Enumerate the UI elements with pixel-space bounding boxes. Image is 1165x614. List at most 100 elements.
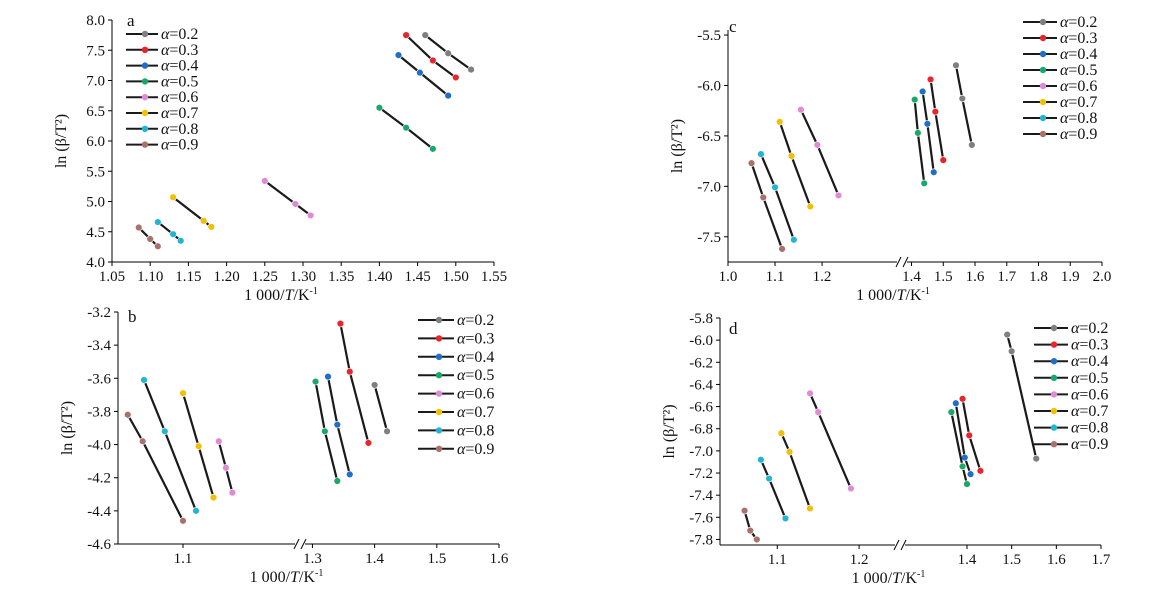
legend-label: α=0.2 (457, 312, 494, 329)
axis-break-mark (895, 256, 902, 268)
legend: α=0.2α=0.3α=0.4α=0.5α=0.6α=0.7α=0.8α=0.9 (1023, 14, 1097, 143)
data-point (135, 223, 143, 232)
legend-label: α=0.6 (161, 89, 198, 106)
axis-break-gap (895, 540, 905, 550)
series-line (929, 79, 945, 161)
legend-marker (435, 335, 443, 342)
series-0.8 (140, 376, 200, 515)
legend-marker (435, 445, 443, 452)
data-point (958, 94, 967, 103)
y-axis-title: ln (β/T²) (53, 114, 70, 168)
series-0.3 (958, 395, 985, 475)
data-point (965, 431, 973, 440)
legend-label: α=0.8 (1071, 420, 1108, 437)
data-point (444, 49, 452, 57)
panel-c: 1.0 1.1 1.2 1.4 1.5 1.6 1.7 1.8 1.9 2.0 -7.5 -7.0 -6… (669, 14, 1111, 304)
y-axis-title: ln (β/T²) (661, 404, 678, 458)
series-0.3 (402, 31, 460, 82)
y-tick-label: -7.0 (697, 179, 721, 195)
data-point (740, 506, 749, 515)
legend-label: α=0.3 (1060, 30, 1097, 47)
panel-label: c (729, 17, 737, 36)
data-point (790, 236, 798, 244)
series-0.5 (375, 104, 437, 153)
data-point (813, 141, 822, 149)
legend-marker (1050, 324, 1058, 332)
legend-label: α=0.7 (1071, 403, 1108, 420)
data-point (311, 377, 320, 386)
data-point (306, 211, 315, 220)
data-point (746, 526, 754, 535)
x-tick-label: 1.05 (99, 269, 125, 285)
data-point (753, 535, 761, 544)
legend-marker (435, 316, 443, 324)
legend-marker (1050, 407, 1058, 415)
data-point (452, 73, 460, 82)
x-tick-label: 1.30 (290, 269, 316, 285)
legend-marker (141, 30, 149, 38)
series-0.5 (311, 377, 342, 485)
y-tick-label: 4.5 (86, 225, 105, 241)
legend-marker (1039, 114, 1047, 122)
y-tick-label: -7.2 (689, 466, 713, 482)
data-point (958, 395, 967, 403)
data-point (161, 427, 169, 436)
series-line (142, 379, 198, 512)
series-0.3 (926, 75, 947, 164)
series-0.9 (740, 506, 761, 544)
panel-label: b (128, 307, 137, 326)
series-line (750, 162, 784, 250)
y-tick-label: -4.4 (87, 504, 111, 520)
legend-label: α=0.5 (1060, 62, 1097, 79)
y-tick-label: 7.0 (86, 74, 105, 90)
series-0.3 (336, 319, 373, 447)
legend-marker (1050, 358, 1058, 365)
y-tick-label: -7.5 (697, 230, 721, 246)
x-tick-label: 1.9 (1061, 269, 1080, 285)
series-0.4 (324, 372, 354, 479)
x-tick-label: 1.1 (768, 552, 787, 568)
legend-marker (1050, 374, 1058, 381)
series-line (759, 459, 787, 519)
data-point (261, 177, 269, 185)
x-tick-label: 1.4 (958, 552, 977, 568)
series-0.2 (370, 381, 391, 436)
data-point (806, 504, 814, 513)
series-line (808, 392, 852, 489)
data-point (467, 65, 475, 74)
data-point (777, 429, 786, 437)
axis-break-mark (300, 538, 307, 550)
data-point (346, 367, 354, 376)
legend-label: α=0.7 (457, 404, 494, 421)
y-tick-label: -6.0 (689, 333, 713, 349)
data-point (179, 389, 187, 397)
legend: α=0.2α=0.3α=0.4α=0.5α=0.6α=0.7α=0.8α=0.9 (418, 312, 494, 458)
x-tick-label: 1.5 (427, 551, 446, 567)
data-point (429, 145, 437, 153)
legend-label: α=0.8 (161, 121, 198, 138)
x-tick-label: 1.1 (766, 269, 785, 285)
series-line (799, 109, 840, 196)
data-point (947, 408, 956, 416)
data-point (324, 372, 332, 381)
legend-marker (1039, 18, 1047, 26)
legend: α=0.2α=0.3α=0.4α=0.5α=0.6α=0.7α=0.8α=0.9 (1034, 320, 1108, 453)
x-tick-label: 1.2 (850, 552, 869, 568)
data-point (976, 467, 985, 475)
data-point (914, 129, 922, 137)
axis-break-mark (902, 256, 909, 268)
axis-break-mark (900, 539, 907, 551)
data-point (192, 507, 200, 515)
data-point (402, 123, 410, 132)
data-point (124, 411, 132, 419)
x-tick-label: 1.40 (366, 269, 392, 285)
legend-label: α=0.4 (1060, 46, 1097, 63)
y-tick-label: -3.8 (87, 404, 111, 420)
data-point (931, 108, 940, 116)
y-tick-label: 4.0 (86, 255, 105, 271)
y-tick-label: 8.0 (86, 13, 105, 29)
data-point (1007, 347, 1016, 355)
legend-label: α=0.4 (457, 349, 494, 366)
legend-label: α=0.6 (457, 386, 494, 403)
x-tick-label: 1.10 (137, 269, 163, 285)
